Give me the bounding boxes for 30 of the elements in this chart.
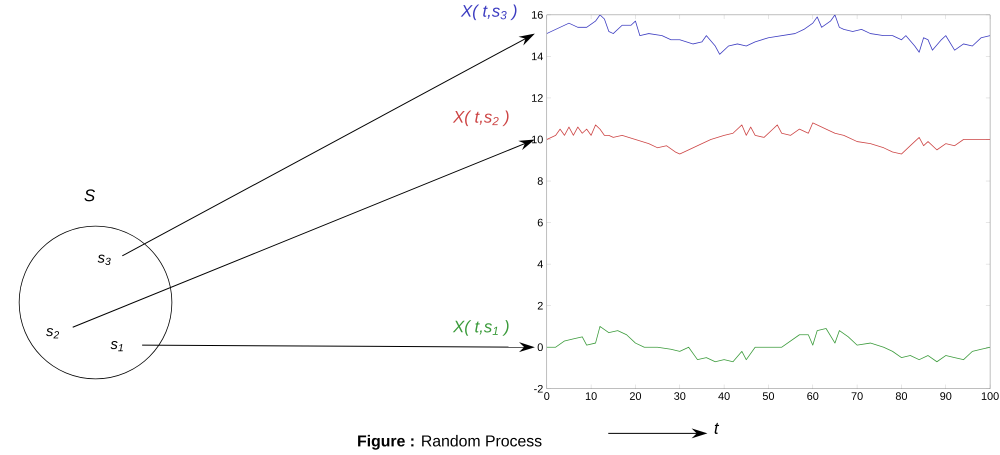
series-label: X( t,s$_{3}$ ) [460,4,516,20]
x-tick-label: 10 [586,392,597,400]
x-tick-label: 20 [630,392,642,400]
x-tick-label: 40 [718,392,730,400]
text: X( t,s$_{2}$ ) [452,110,509,126]
x-tick-label: 100 [982,392,999,400]
text: s$_{1}$ [110,340,123,352]
x-tick-label: 90 [940,392,952,400]
y-tick-label: 12 [532,94,543,102]
text: s$_{3}$ [98,254,111,265]
y-tick-label: 0 [538,343,543,351]
y-tick-label: 8 [538,177,543,185]
x-tick-label: 80 [896,392,908,400]
y-tick-label: 10 [532,136,543,144]
text: X( t,s$_{1}$ ) [452,320,509,336]
x-tick-label: 30 [674,392,686,400]
text: s$_{2}$ [46,328,60,338]
x-tick-label: 50 [762,392,774,400]
x-tick-label: 60 [807,392,818,400]
x-tick-label: 0 [544,392,550,400]
text: Figure : Random Process [358,434,542,450]
y-tick-label: -2 [534,384,543,392]
text: S [84,189,95,202]
y-tick-label: 16 [532,10,543,19]
y-tick-label: 6 [538,218,543,226]
y-tick-label: 14 [532,52,543,60]
text: t [714,422,720,434]
y-tick-label: 2 [538,302,543,310]
y-tick-label: 4 [537,260,543,268]
x-tick-label: 70 [852,392,863,400]
